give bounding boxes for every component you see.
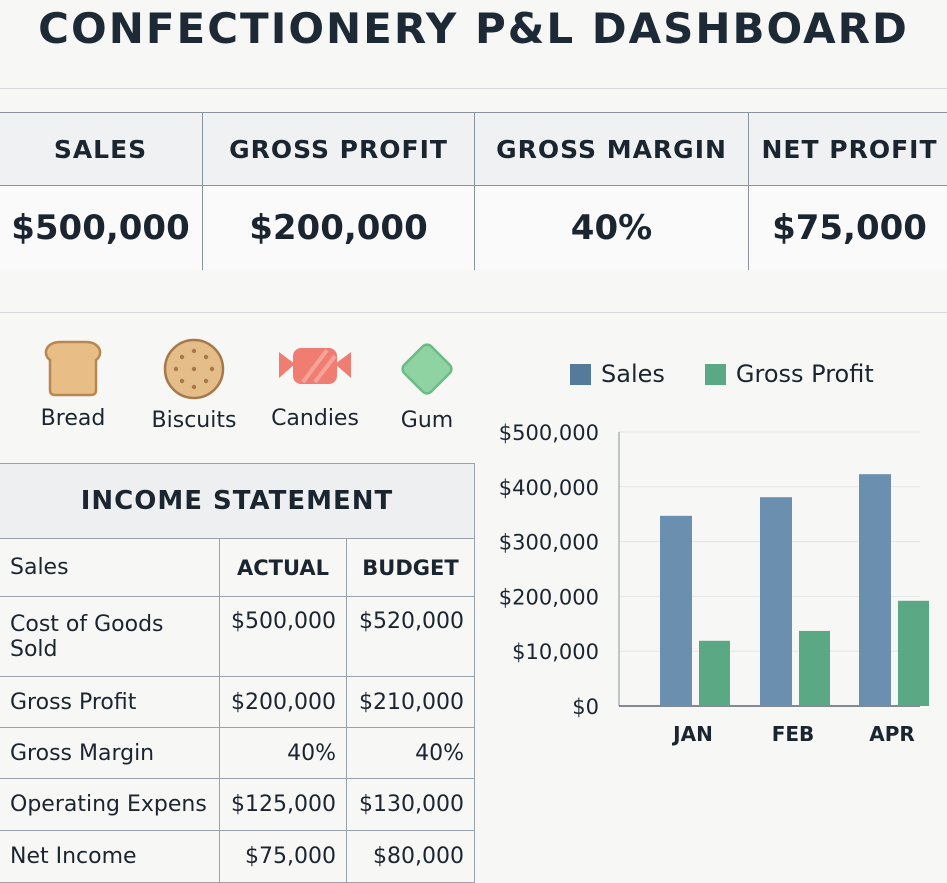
header-label: Sales [0,538,220,597]
y-tick-label: $300,000 [499,531,599,555]
category-bread[interactable]: Bread [18,338,128,431]
legend-swatch [704,363,726,385]
header-actual: ACTUAL [219,538,347,597]
y-tick-label: $400,000 [499,476,599,500]
income-statement-table: INCOME STATEMENT Sales ACTUAL BUDGET Cost … [0,463,475,883]
bar-gross-profit [799,630,830,706]
table-row: Gross Margin 40% 40% [0,727,475,779]
legend-gross-profit: Gross Profit [704,360,874,388]
x-tick-label: APR [869,722,915,746]
chart-legend: Sales Gross Profit [570,360,874,388]
bar-gross-profit [898,600,929,706]
bar-gross-profit [699,640,730,706]
page-title: CONFECTIONERY P&L DASHBOARD [38,4,909,53]
y-tick-label: $500,000 [499,421,599,445]
kpi-value: $200,000 [203,186,475,270]
kpi-value: $500,000 [0,186,203,270]
bread-icon [44,340,102,397]
y-tick-label: $200,000 [499,585,599,609]
gum-icon [401,343,453,395]
kpi-label: GROSS MARGIN [475,113,749,186]
legend-sales: Sales [570,360,665,388]
bar-sales [660,515,692,706]
kpi-value: $75,000 [749,186,947,270]
income-statement-title: INCOME STATEMENT [0,463,475,539]
kpi-table: SALES GROSS PROFIT GROSS MARGIN NET PROF… [0,112,947,270]
table-row: Cost of Goods Sold $500,000 $520,000 [0,596,475,677]
x-tick-label: FEB [772,722,815,746]
candy-icon [279,348,351,384]
bar-sales [859,474,891,706]
legend-swatch [570,363,591,385]
divider [0,312,947,313]
divider [0,88,947,89]
y-tick-label: $10,000 [512,640,599,664]
header-budget: BUDGET [346,538,475,597]
table-row: Net Income $75,000 $80,000 [0,830,475,883]
category-biscuits[interactable]: Biscuits [139,338,249,433]
table-row: Gross Profit $200,000 $210,000 [0,676,475,728]
table-row: Operating Expens $125,000 $130,000 [0,778,475,831]
y-tick-label: $0 [572,695,599,719]
bar-chart: $0 $10,000 $200,000 $300,000 $400,000 $500,00… [499,421,929,746]
biscuit-icon [163,338,225,400]
category-candies[interactable]: Candies [260,338,370,431]
bar-sales [760,497,792,706]
kpi-label: NET PROFIT [749,113,947,186]
kpi-label: SALES [0,113,203,186]
kpi-label: GROSS PROFIT [203,113,475,186]
category-gum[interactable]: Gum [372,338,482,433]
kpi-value: 40% [475,186,749,270]
x-tick-label: JAN [671,722,713,746]
